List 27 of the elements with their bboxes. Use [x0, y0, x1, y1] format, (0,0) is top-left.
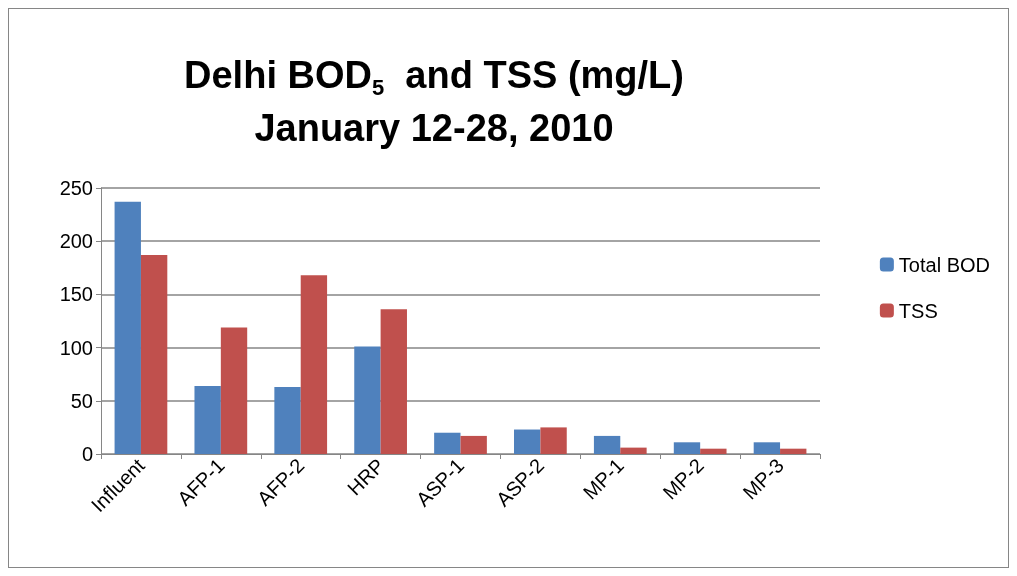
bar	[700, 448, 727, 454]
bar	[780, 448, 807, 454]
bar	[194, 385, 221, 454]
bar	[220, 327, 248, 454]
y-tick-label: 50	[70, 389, 93, 412]
chart-subtitle: January 12-28, 2010	[254, 107, 614, 149]
bar	[114, 201, 141, 454]
legend-label: Total BOD	[898, 253, 991, 276]
bar	[620, 447, 647, 454]
bar	[300, 275, 328, 454]
bar	[753, 442, 781, 454]
legend-label: TSS	[898, 299, 938, 322]
bar	[140, 255, 168, 454]
bar	[673, 442, 701, 454]
y-tick-label: 150	[59, 283, 93, 306]
bar	[380, 309, 407, 454]
bar	[593, 435, 621, 454]
bar	[274, 386, 301, 454]
y-tick-label: 250	[59, 177, 93, 199]
y-tick-label: 0	[81, 443, 93, 465]
y-tick-label: 100	[59, 336, 93, 359]
y-tick-label: 200	[59, 230, 93, 253]
bar	[514, 429, 541, 454]
bar	[540, 427, 567, 454]
bar	[460, 435, 487, 454]
bar	[354, 346, 381, 454]
bar	[434, 432, 461, 454]
